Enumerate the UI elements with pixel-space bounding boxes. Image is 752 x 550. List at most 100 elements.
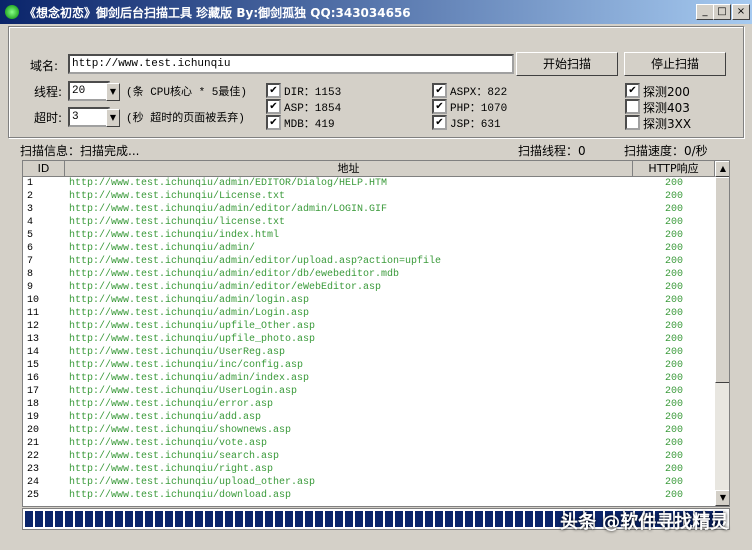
row-url: http://www.test.ichunqiu/UserReg.asp <box>69 347 286 358</box>
row-status: 200 <box>664 373 683 384</box>
progress-block <box>165 511 173 527</box>
checkbox[interactable]: ✔ <box>266 83 281 98</box>
row-id: 4 <box>27 217 34 228</box>
row-url: http://www.test.ichunqiu/upload_other.as… <box>69 477 316 488</box>
progress-block <box>435 511 443 527</box>
row-url: http://www.test.ichunqiu/add.asp <box>69 412 262 423</box>
progress-block <box>555 511 563 527</box>
row-url: http://www.test.ichunqiu/right.asp <box>69 464 274 475</box>
row-status: 200 <box>664 178 683 189</box>
row-id: 1 <box>27 178 34 189</box>
progress-block <box>85 511 93 527</box>
progress-block <box>75 511 83 527</box>
progress-block <box>155 511 163 527</box>
checkbox[interactable] <box>625 99 640 114</box>
progress-block <box>615 511 623 527</box>
settings-group <box>8 26 744 138</box>
checkbox[interactable]: ✔ <box>432 99 447 114</box>
row-status: 200 <box>664 477 683 488</box>
checkbox[interactable]: ✔ <box>625 83 640 98</box>
row-status: 200 <box>664 451 683 462</box>
column-header[interactable]: ID <box>23 161 65 177</box>
progress-block <box>185 511 193 527</box>
row-url: http://www.test.ichunqiu/admin/index.asp <box>69 373 310 384</box>
row-status: 200 <box>664 230 683 241</box>
checkbox-label: ASP：1854 <box>284 103 342 115</box>
row-status: 200 <box>664 321 683 332</box>
row-url: http://www.test.ichunqiu/inc/config.asp <box>69 360 304 371</box>
progress-block <box>45 511 53 527</box>
start-button[interactable]: 开始扫描 <box>516 52 618 76</box>
progress-block <box>125 511 133 527</box>
progress-block <box>115 511 123 527</box>
checkbox[interactable]: ✔ <box>266 99 281 114</box>
domain-input[interactable]: http://www.test.ichunqiu <box>68 54 514 74</box>
threads-dropdown[interactable]: ▼ <box>106 83 120 101</box>
watermark: 头条 @软件寻找精灵 <box>560 512 729 533</box>
stop-button[interactable]: 停止扫描 <box>624 52 726 76</box>
checkbox[interactable]: ✔ <box>266 115 281 130</box>
progress-block <box>515 511 523 527</box>
close-button[interactable]: × <box>732 4 750 20</box>
progress-block <box>635 511 643 527</box>
timeout-hint: (秒 超时的页面被丢弃) <box>126 113 245 125</box>
checkbox[interactable]: ✔ <box>432 83 447 98</box>
row-url: http://www.test.ichunqiu/admin/ <box>69 243 256 254</box>
column-header[interactable]: HTTP响应 <box>633 161 715 177</box>
progress-block <box>565 511 573 527</box>
progress-block <box>135 511 143 527</box>
scroll-thumb[interactable] <box>715 177 729 383</box>
timeout-label: 超时: <box>34 111 63 125</box>
minimize-button[interactable]: _ <box>696 4 714 20</box>
row-id: 22 <box>27 451 40 462</box>
row-url: http://www.test.ichunqiu/admin/EDITOR/Di… <box>69 178 388 189</box>
row-status: 200 <box>664 438 683 449</box>
row-status: 200 <box>664 269 683 280</box>
progress-block <box>285 511 293 527</box>
progress-block <box>505 511 513 527</box>
scrollbar[interactable]: ▲ ▼ <box>715 161 729 506</box>
progress-block <box>655 511 663 527</box>
progress-block <box>465 511 473 527</box>
row-id: 16 <box>27 373 40 384</box>
progress-block <box>625 511 633 527</box>
progress-block <box>415 511 423 527</box>
progress-block <box>365 511 373 527</box>
progress-block <box>35 511 43 527</box>
progress-block <box>215 511 223 527</box>
checkbox[interactable]: ✔ <box>432 115 447 130</box>
row-id: 23 <box>27 464 40 475</box>
row-status: 200 <box>664 412 683 423</box>
progress-block <box>645 511 653 527</box>
row-id: 10 <box>27 295 40 306</box>
timeout-dropdown[interactable]: ▼ <box>106 109 120 127</box>
progress-block <box>335 511 343 527</box>
progress-block <box>605 511 613 527</box>
timeout-select[interactable]: 3 <box>68 107 110 127</box>
row-status: 200 <box>664 191 683 202</box>
row-url: http://www.test.ichunqiu/admin/Login.asp <box>69 308 310 319</box>
maximize-button[interactable]: □ <box>713 4 731 20</box>
progress-block <box>525 511 533 527</box>
row-status: 200 <box>664 243 683 254</box>
progress-block <box>325 511 333 527</box>
column-header[interactable]: 地址 <box>65 161 633 177</box>
scroll-up[interactable]: ▲ <box>715 161 729 177</box>
checkbox[interactable] <box>625 115 640 130</box>
results-table: ▲ ▼ ID 地址 HTTP响应 1 http://www.test.ichunqiu/… <box>22 160 730 507</box>
threads-select[interactable]: 20 <box>68 81 110 101</box>
progress-block <box>405 511 413 527</box>
progress-block <box>195 511 203 527</box>
checkbox-label: MDB：419 <box>284 119 335 131</box>
row-url: http://www.test.ichunqiu/admin/editor/ad… <box>69 204 388 215</box>
row-url: http://www.test.ichunqiu/shownews.asp <box>69 425 292 436</box>
progress-block <box>235 511 243 527</box>
scroll-down[interactable]: ▼ <box>715 490 729 506</box>
progress-block <box>95 511 103 527</box>
progress-block <box>175 511 183 527</box>
progress-block <box>495 511 503 527</box>
threads-label: 线程: <box>34 85 63 99</box>
progress-block <box>705 511 713 527</box>
progress-block <box>225 511 233 527</box>
row-id: 12 <box>27 321 40 332</box>
